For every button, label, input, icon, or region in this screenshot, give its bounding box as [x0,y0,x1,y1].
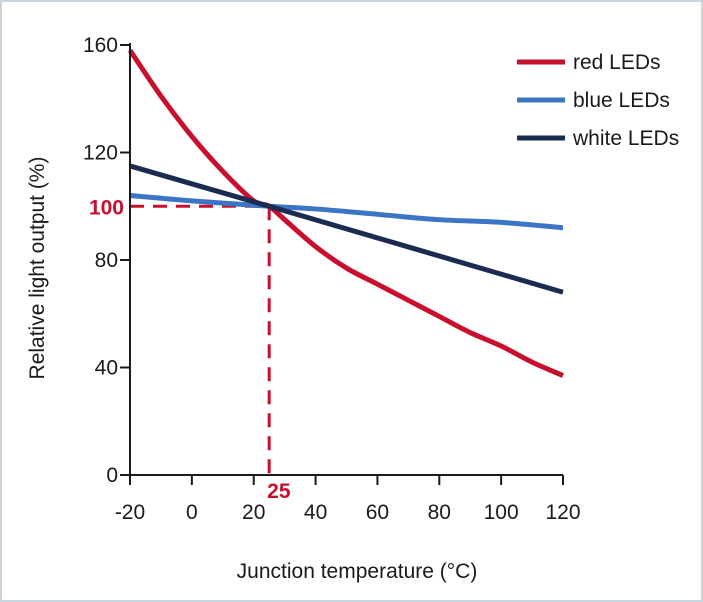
x-tick-label: 20 [242,501,265,524]
legend: red LEDs blue LEDs white LEDs [517,51,679,150]
x-tick-label: -20 [115,501,145,524]
x-tick-label: 40 [304,501,327,524]
y-tick-label: 40 [95,357,118,380]
reference-y-label: 100 [89,196,124,219]
series-line-blue-leds [129,193,564,231]
series-lines [127,48,564,378]
reference-x-label: 25 [267,480,291,503]
y-tick-label: 120 [83,142,118,165]
x-ticks: -20 0 20 40 60 80 100 120 [115,475,581,524]
reference-lines [130,204,271,475]
x-tick-label: 60 [366,501,389,524]
y-axis-title: Relative light output (%) [26,157,49,380]
x-tick-label: 100 [484,501,519,524]
series-line-red-leds [127,48,564,378]
series-line-white-leds [129,163,564,295]
x-tick-label: 120 [545,501,580,524]
reference-labels: 100 25 [89,196,291,503]
legend-label-blue-leds: blue LEDs [573,89,670,112]
x-tick-label: 80 [428,501,451,524]
y-tick-label: 80 [95,249,118,272]
legend-label-red-leds: red LEDs [573,51,661,74]
y-tick-label: 160 [83,34,118,57]
y-tick-label: 0 [106,464,118,487]
legend-label-white-leds: white LEDs [572,127,679,150]
x-tick-label: 0 [186,501,198,524]
y-ticks: 0 40 80 120 160 [83,34,130,487]
axes [129,43,563,476]
x-axis-title: Junction temperature (°C) [237,560,478,583]
